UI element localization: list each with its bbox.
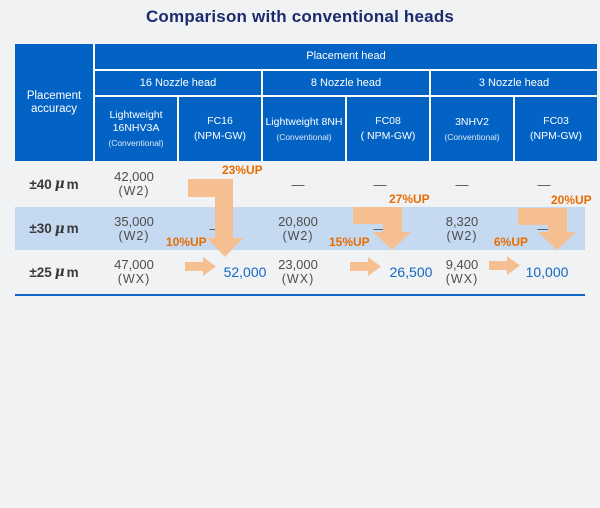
column-name: Lightweight 8NH xyxy=(265,115,343,128)
cell-sub-value: (W2) xyxy=(118,184,150,198)
cell-25um-16nhv3a: 47,000 (WX) xyxy=(93,250,175,294)
column-sub-label: (NPM-GW) xyxy=(194,130,246,142)
cell-value: 8,320 xyxy=(445,213,479,229)
cell-sub-value: (W2) xyxy=(446,228,478,243)
column-name: FC08 xyxy=(375,115,401,127)
cell-25um-fc16: 52,000 xyxy=(175,250,267,294)
improved-value: 52,000 xyxy=(223,264,267,280)
column-header-fc03: FC03 (NPM-GW) xyxy=(515,97,597,161)
table-bottom-rule xyxy=(15,294,585,296)
column-sub-label: (Conventional) xyxy=(444,131,500,142)
cell-40um-fc08: — xyxy=(339,161,421,207)
cell-value: — xyxy=(455,176,469,192)
cell-sub-value: (WX) xyxy=(281,272,315,286)
table-row-30um: ±30 μ m 35,000 (W2) — 20,800 (W2) — 8,320 … xyxy=(15,207,585,250)
cell-value: 42,000 xyxy=(114,169,154,184)
cell-40um-fc03: — xyxy=(503,161,585,207)
improved-value: 26,500 xyxy=(389,264,433,280)
cell-value: — xyxy=(291,176,305,192)
table-header: Placement accuracy Placement head 16 Noz… xyxy=(15,44,597,161)
header-group-3-nozzle: 3 Nozzle head xyxy=(431,71,597,95)
cell-sub-value: (W2) xyxy=(282,228,314,243)
cell-sub-value: (WX) xyxy=(445,272,479,286)
cell-30um-3nhv2: 8,320 (W2) xyxy=(421,207,503,250)
cell-40um-3nhv2: — xyxy=(421,161,503,207)
cell-30um-fc03: — xyxy=(503,207,585,250)
mu-symbol: μ xyxy=(54,220,65,237)
table-row-40um: ±40 μ m 42,000 (W2) — — — — xyxy=(15,161,585,207)
cell-sub-value: (WX) xyxy=(117,272,151,286)
cell-25um-fc03: 10,000 xyxy=(503,250,585,294)
cell-value: 47,000 xyxy=(114,257,154,272)
cell-25um-3nhv2: 9,400 (WX) xyxy=(421,250,503,294)
column-header-16nhv3a: Lightweight 16NHV3A (Conventional) xyxy=(95,97,177,161)
row-label-30um: ±30 μ m xyxy=(15,207,93,250)
cell-value: — xyxy=(209,221,223,236)
cell-30um-8nh: 20,800 (W2) xyxy=(257,207,339,250)
cell-value: 9,400 xyxy=(445,257,479,272)
column-header-fc16: FC16 (NPM-GW) xyxy=(179,97,261,161)
accuracy-unit: m xyxy=(66,264,79,280)
column-name: FC16 xyxy=(207,115,233,127)
accuracy-value: ±30 xyxy=(29,221,52,236)
column-name: FC03 xyxy=(543,115,569,127)
cell-30um-fc08: — xyxy=(339,207,421,250)
cell-sub-value: (W2) xyxy=(118,228,150,243)
table-row-25um: ±25 μ m 47,000 (WX) 52,000 23,000 (WX) 26,… xyxy=(15,250,585,294)
cell-value: 20,800 xyxy=(278,213,318,229)
cell-value: 23,000 xyxy=(278,257,318,272)
page-title: Comparison with conventional heads xyxy=(145,7,455,26)
row-label-25um: ±25 μ m xyxy=(15,250,93,294)
cell-value: 35,000 xyxy=(114,213,154,229)
column-sub-label: (NPM-GW) xyxy=(530,130,582,142)
column-name: Lightweight 16NHV3A xyxy=(109,109,163,134)
cell-value: — xyxy=(373,221,387,236)
accuracy-unit: m xyxy=(66,221,79,236)
cell-25um-8nh: 23,000 (WX) xyxy=(257,250,339,294)
header-group-16-nozzle: 16 Nozzle head xyxy=(95,71,261,95)
column-header-8nh: Lightweight 8NH (Conventional) xyxy=(263,97,345,161)
header-placement-accuracy: Placement accuracy xyxy=(15,44,93,161)
improved-value: 10,000 xyxy=(525,264,569,280)
cell-40um-8nh: — xyxy=(257,161,339,207)
column-sub-label: (Conventional) xyxy=(108,138,164,148)
cell-value: — xyxy=(537,176,551,192)
row-label-40um: ±40 μ m xyxy=(15,161,93,207)
accuracy-unit: m xyxy=(66,176,79,192)
column-name: 3NHV2 xyxy=(455,115,489,128)
header-group-8-nozzle: 8 Nozzle head xyxy=(263,71,429,95)
accuracy-value: ±40 xyxy=(29,176,52,192)
column-header-fc08: FC08 ( NPM-GW) xyxy=(347,97,429,161)
mu-symbol: μ xyxy=(54,264,65,280)
cell-40um-fc16 xyxy=(175,161,257,207)
column-sub-label: (Conventional) xyxy=(276,131,332,142)
mu-symbol: μ xyxy=(54,176,65,192)
cell-value: — xyxy=(373,176,387,192)
accuracy-value: ±25 xyxy=(29,264,52,280)
comparison-table: Placement accuracy Placement head 16 Noz… xyxy=(15,44,597,300)
cell-value: — xyxy=(537,221,551,236)
header-placement-head: Placement head xyxy=(95,44,597,69)
column-header-3nhv2: 3NHV2 (Conventional) xyxy=(431,97,513,161)
cell-30um-fc16: — xyxy=(175,207,257,250)
cell-40um-16nhv3a: 42,000 (W2) xyxy=(93,161,175,207)
column-sub-label: ( NPM-GW) xyxy=(360,130,416,142)
cell-30um-16nhv3a: 35,000 (W2) xyxy=(93,207,175,250)
cell-25um-fc08: 26,500 xyxy=(339,250,433,294)
